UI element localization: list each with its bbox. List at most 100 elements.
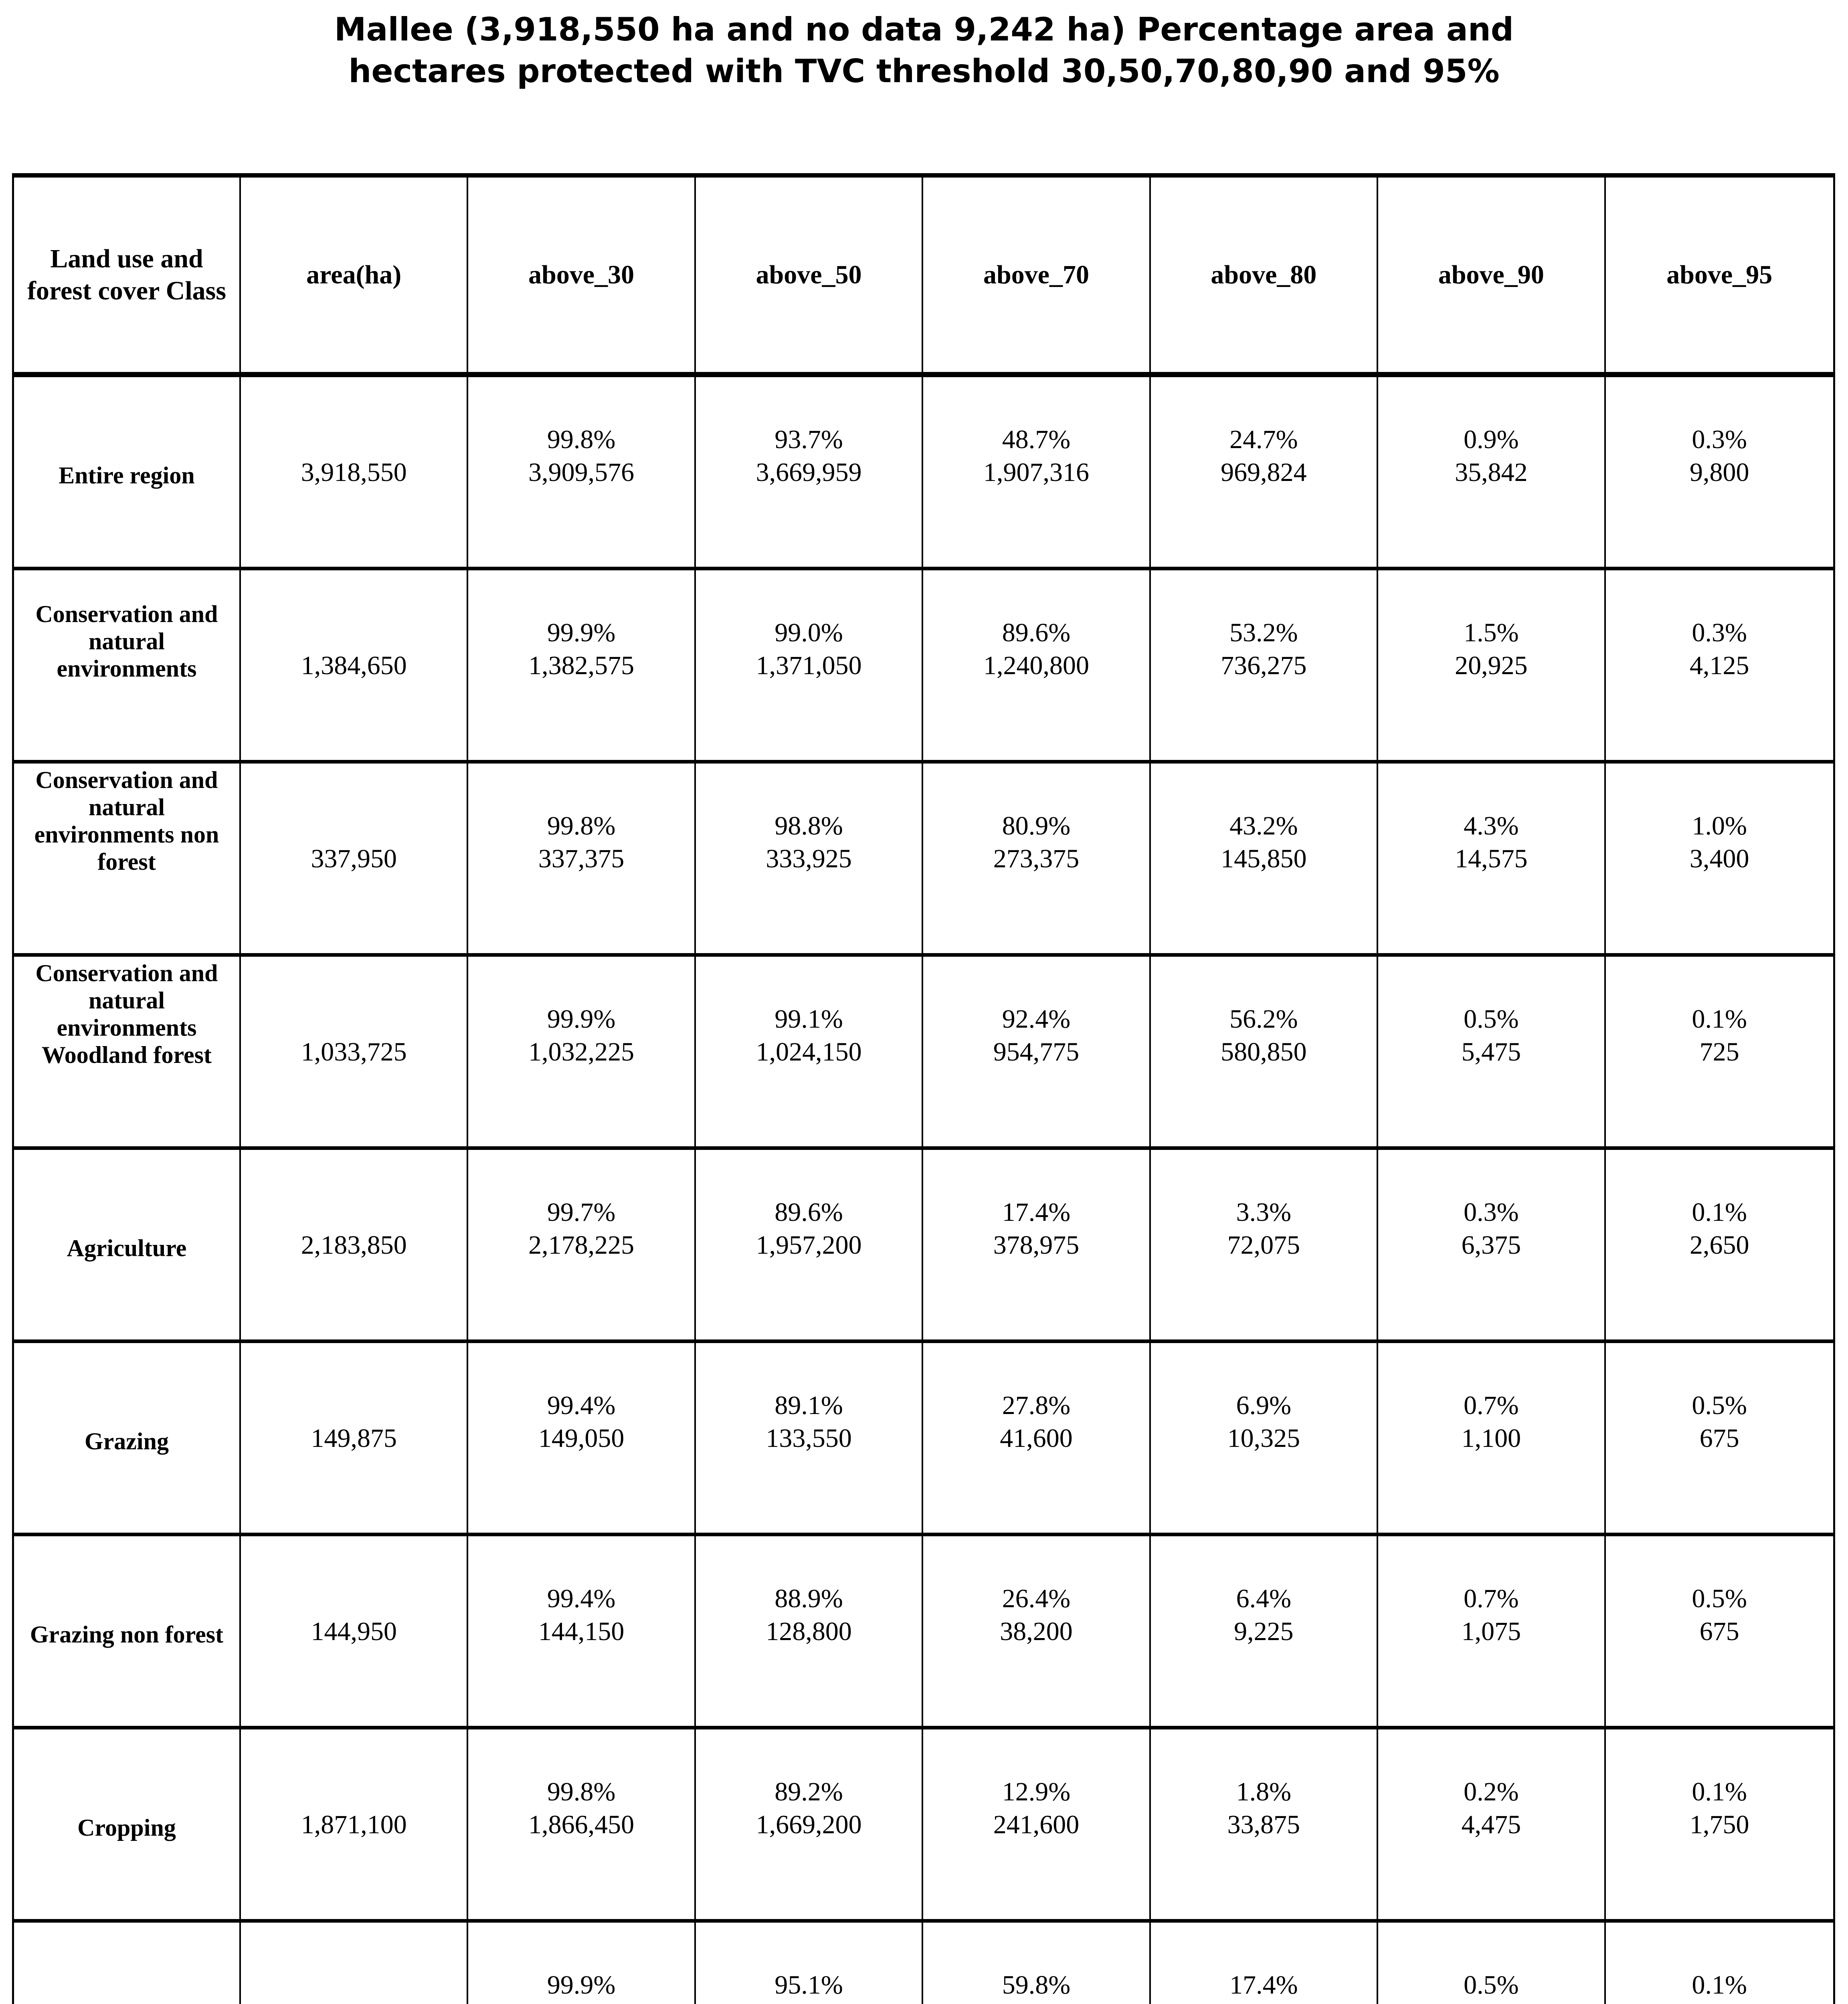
threshold-cell: 89.6% 1,240,800 [923, 570, 1151, 764]
area-cell: 144,950 [241, 1536, 469, 1729]
threshold-cell: 0.1% 225 [1605, 1923, 1833, 2004]
area-value: 158,500 [247, 2002, 461, 2004]
hectares-value: 241,600 [993, 1810, 1080, 1840]
threshold-values: 0.3% 9,800 [1611, 423, 1828, 489]
area-cell: 1,384,650 [241, 570, 469, 764]
column-header-label: above_95 [1666, 260, 1773, 289]
percent-value: 1.8% [1236, 1777, 1292, 1807]
hectares-value: 3,669,959 [756, 458, 862, 487]
row-label: Grazing [14, 1343, 241, 1536]
area-value: 337,950 [311, 844, 397, 874]
threshold-cell: 48.7% 1,907,316 [923, 377, 1151, 570]
percent-value: 0.9% [1464, 425, 1519, 455]
row-label-text: Grazing non forest [30, 1621, 224, 1648]
threshold-values: 80.9% 273,375 [929, 810, 1143, 875]
data-table: Land use and forest cover Class area(ha) a… [12, 173, 1835, 2004]
threshold-values: 99.4% 144,150 [474, 1582, 688, 1648]
hectares-value: 954,775 [993, 1037, 1080, 1067]
area-cell: 1,871,100 [241, 1729, 469, 1923]
threshold-cell: 24.7% 969,824 [1150, 377, 1379, 570]
hectares-value: 273,375 [993, 844, 1080, 874]
area-value: 149,875 [311, 1424, 397, 1453]
hectares-value: 1,371,050 [756, 651, 862, 681]
threshold-cell: 89.6% 1,957,200 [696, 1150, 924, 1343]
threshold-values: 0.1% 1,750 [1611, 1776, 1828, 1841]
hectares-value: 35,842 [1455, 458, 1528, 487]
percent-value: 95.1% [774, 1970, 843, 2000]
threshold-cell: 0.3% 4,125 [1605, 570, 1833, 764]
area-value: 1,871,100 [301, 1810, 407, 1840]
column-header-label: above_90 [1438, 260, 1544, 289]
hectares-value: 1,100 [1461, 1424, 1521, 1453]
row-label-text: Conservation and natural environments Wo… [35, 960, 218, 1069]
threshold-values: 1.5% 20,925 [1384, 616, 1598, 682]
percent-value: 0.5% [1692, 1391, 1747, 1420]
hectares-value: 4,475 [1461, 1810, 1521, 1840]
threshold-cell: 53.2% 736,275 [1150, 570, 1379, 764]
column-header: above_95 [1605, 178, 1833, 377]
threshold-values: 89.6% 1,240,800 [929, 616, 1143, 682]
threshold-values: 99.4% 149,050 [474, 1389, 688, 1455]
threshold-values: 89.6% 1,957,200 [702, 1196, 916, 1262]
row-label: Grazing non forest [14, 1536, 241, 1729]
row-label: Irrigation [14, 1923, 241, 2004]
area-cell: 158,500 [241, 1923, 469, 2004]
threshold-values: 92.4% 954,775 [929, 1003, 1143, 1069]
threshold-cell: 0.2% 4,475 [1378, 1729, 1606, 1923]
column-header: area(ha) [241, 178, 469, 377]
threshold-values: 99.9% 1,032,225 [474, 1003, 688, 1069]
percent-value: 99.1% [774, 1004, 843, 1034]
threshold-values: 99.8% 337,375 [474, 810, 688, 875]
figure-title-line2: hectares protected with TVC threshold 30… [348, 53, 1500, 90]
threshold-cell: 95.1% 150,725 [696, 1923, 924, 2004]
threshold-cell: 99.9% 158,400 [468, 1923, 696, 2004]
row-label: Conservation and natural environments [14, 570, 241, 764]
threshold-values: 1.0% 3,400 [1611, 810, 1828, 875]
row-label: Agriculture [14, 1150, 241, 1343]
threshold-values: 89.2% 1,669,200 [702, 1776, 916, 1841]
percent-value: 0.1% [1692, 1970, 1747, 2000]
threshold-cell: 0.5% 675 [1605, 1536, 1833, 1729]
area-value: 2,183,850 [301, 1230, 407, 1260]
threshold-cell: 92.4% 954,775 [923, 957, 1151, 1150]
row-label: Conservation and natural environments Wo… [14, 957, 241, 1150]
threshold-values: 27.8% 41,600 [929, 1389, 1143, 1455]
hectares-value: 133,550 [766, 1424, 852, 1453]
percent-value: 99.8% [547, 811, 616, 841]
threshold-values: 4.3% 14,575 [1384, 810, 1598, 875]
threshold-cell: 0.5% 775 [1378, 1923, 1606, 2004]
area-cell: 149,875 [241, 1343, 469, 1536]
threshold-values: 24.7% 969,824 [1157, 423, 1371, 489]
area-value: 1,384,650 [301, 651, 407, 681]
row-label-text: Entire region [59, 462, 195, 489]
hectares-value: 144,150 [538, 1617, 625, 1646]
threshold-values: 99.0% 1,371,050 [702, 616, 916, 682]
hectares-value: 38,200 [1000, 1617, 1073, 1646]
column-header: above_50 [696, 178, 924, 377]
percent-value: 0.7% [1464, 1584, 1519, 1614]
threshold-values: 0.9% 35,842 [1384, 423, 1598, 489]
threshold-cell: 99.9% 1,382,575 [468, 570, 696, 764]
threshold-values: 0.3% 6,375 [1384, 1196, 1598, 1262]
threshold-cell: 80.9% 273,375 [923, 764, 1151, 957]
threshold-cell: 0.3% 9,800 [1605, 377, 1833, 570]
percent-value: 43.2% [1229, 811, 1298, 841]
hectares-value: 5,475 [1461, 1037, 1521, 1067]
row-label: Conservation and natural environments no… [14, 764, 241, 957]
hectares-value: 145,850 [1221, 844, 1307, 874]
threshold-cell: 89.2% 1,669,200 [696, 1729, 924, 1923]
threshold-cell: 99.0% 1,371,050 [696, 570, 924, 764]
threshold-cell: 0.1% 2,650 [1605, 1150, 1833, 1343]
hectares-value: 72,075 [1227, 1230, 1300, 1260]
hectares-value: 378,975 [993, 1230, 1080, 1260]
column-header-label: above_30 [528, 260, 635, 289]
threshold-values: 89.1% 133,550 [702, 1389, 916, 1455]
threshold-values: 3.3% 72,075 [1157, 1196, 1371, 1262]
threshold-values: 0.1% 725 [1611, 1003, 1828, 1069]
hectares-value: 736,275 [1221, 651, 1307, 681]
percent-value: 99.4% [547, 1391, 616, 1420]
threshold-values: 0.3% 4,125 [1611, 616, 1828, 682]
row-label-text: Conservation and natural environments no… [34, 767, 219, 875]
threshold-cell: 93.7% 3,669,959 [696, 377, 924, 570]
